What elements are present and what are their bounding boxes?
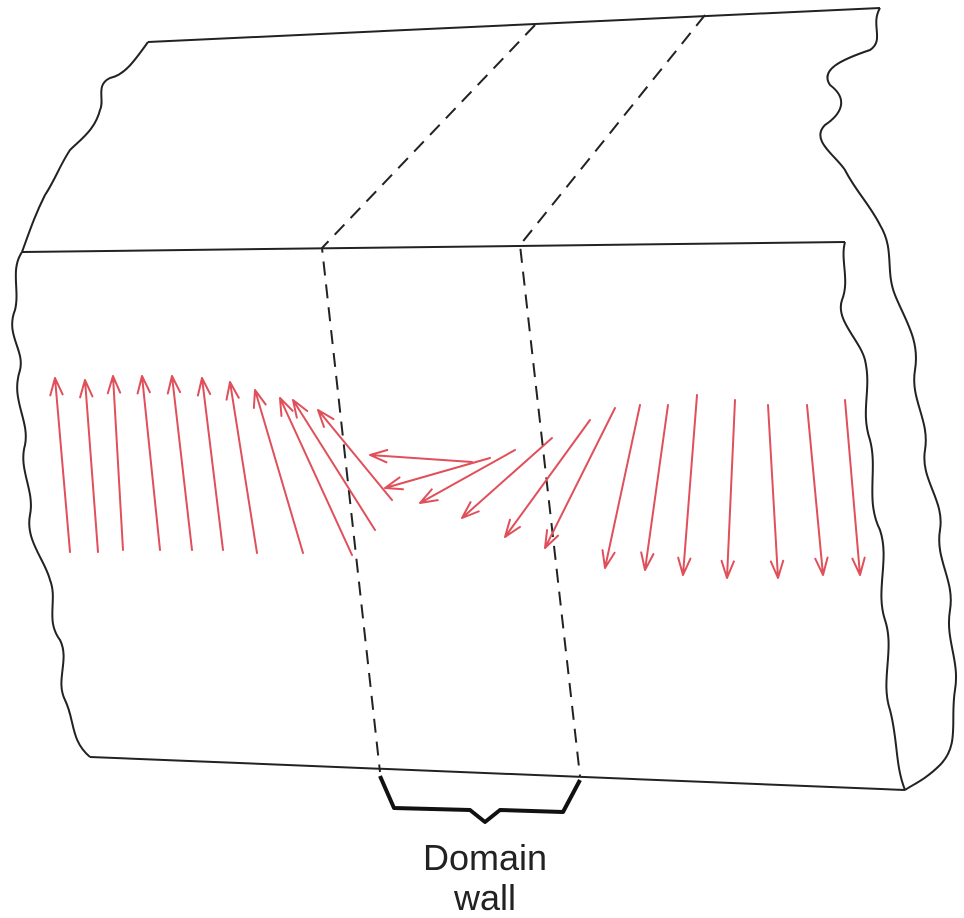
moment-arrow — [844, 399, 866, 576]
moment-arrow — [292, 399, 376, 531]
moment-arrow — [225, 381, 258, 554]
moment-arrow — [79, 379, 99, 553]
left-edge — [11, 251, 91, 758]
caption-line: wall — [453, 877, 516, 918]
moment-arrow — [317, 409, 393, 501]
moment-arrow — [279, 397, 353, 556]
moment-arrow — [601, 404, 641, 569]
block — [11, 7, 957, 791]
moment-arrow — [252, 389, 304, 554]
moment-arrow — [640, 404, 669, 571]
caption-line: Domain — [423, 837, 547, 878]
top-left-edge — [21, 41, 149, 253]
moment-arrow — [677, 394, 698, 576]
moment-arrow — [767, 404, 785, 579]
moment-arrows — [49, 375, 866, 579]
back-right-edge — [819, 7, 957, 791]
front-right-edge — [839, 241, 906, 791]
moment-arrow — [106, 375, 124, 551]
moment-arrow — [136, 375, 161, 551]
moment-arrow — [196, 377, 224, 551]
moment-arrow — [504, 419, 591, 538]
wall-boundary — [518, 14, 706, 777]
moment-arrow — [369, 449, 473, 464]
front-top-edge — [21, 241, 846, 253]
moment-arrow — [544, 407, 616, 549]
moment-arrow — [461, 437, 553, 519]
moment-arrow — [806, 404, 829, 576]
moment-arrow — [720, 399, 736, 579]
moment-arrow — [384, 457, 491, 491]
moment-arrow — [49, 377, 71, 553]
domain-wall-boundaries — [320, 14, 706, 777]
wall-boundary — [320, 24, 536, 773]
brace — [378, 775, 582, 824]
moment-arrow — [166, 375, 193, 551]
front-bottom-edge — [89, 756, 906, 791]
top-back-edge — [147, 7, 881, 43]
moment-arrow — [419, 449, 516, 504]
